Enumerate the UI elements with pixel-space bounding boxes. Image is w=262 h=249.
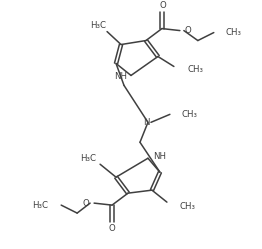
Text: NH: NH: [153, 152, 166, 161]
Text: CH₃: CH₃: [180, 202, 196, 211]
Text: O: O: [185, 26, 192, 35]
Text: O: O: [82, 199, 89, 208]
Text: CH₃: CH₃: [182, 110, 198, 119]
Text: H₃C: H₃C: [90, 21, 106, 30]
Text: O: O: [160, 1, 166, 10]
Text: CH₃: CH₃: [188, 65, 204, 74]
Text: O: O: [109, 224, 116, 233]
Text: H₃C: H₃C: [32, 201, 48, 210]
Text: CH₃: CH₃: [226, 28, 242, 37]
Text: NH: NH: [114, 72, 127, 81]
Text: H₃C: H₃C: [80, 154, 96, 163]
Text: N: N: [143, 118, 149, 127]
